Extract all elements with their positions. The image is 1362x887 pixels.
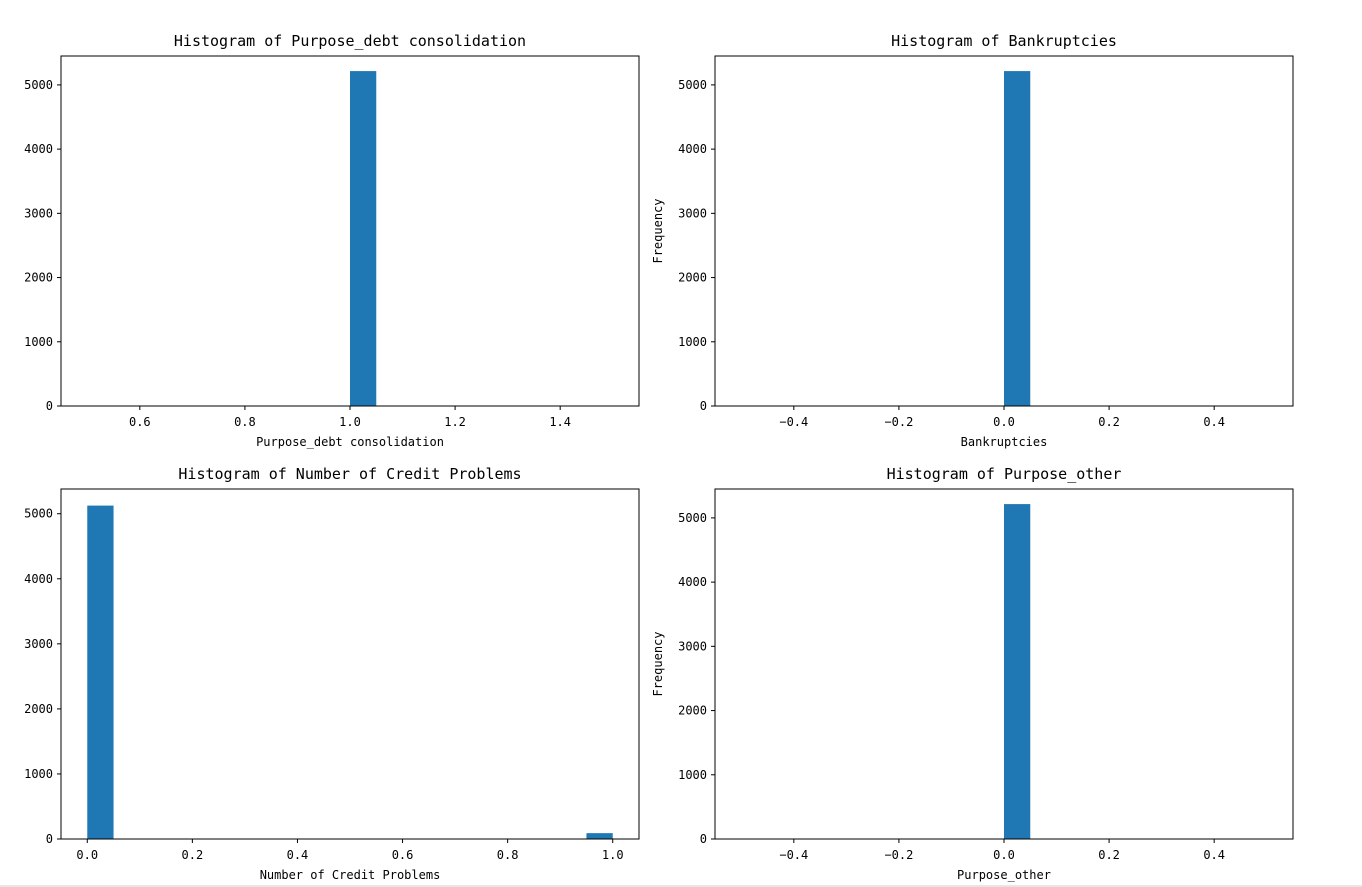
y-tick-label: 2000 [24, 702, 53, 716]
histogram-bar [87, 505, 114, 839]
x-axis-label: Purpose_debt consolidation [256, 435, 444, 449]
y-tick-label: 0 [46, 832, 53, 846]
axes-frame [60, 488, 640, 840]
y-tick-label: 0 [700, 832, 707, 846]
y-axis-label: Frequency [651, 198, 665, 263]
y-tick-label: 3000 [678, 639, 707, 653]
x-tick-label: 0.8 [234, 415, 256, 429]
y-tick-label: 1000 [678, 335, 707, 349]
x-tick-label: 0.6 [392, 848, 414, 862]
y-tick-label: 5000 [678, 511, 707, 525]
x-tick-label: 0.2 [1098, 415, 1120, 429]
x-tick-label: −0.4 [779, 415, 808, 429]
chart-panel-3: 0.0 0.2 0.4 0.6 0.8 1.0 0 1000 2000 3000 4000 5000 H… [24, 465, 640, 882]
x-tick-label: 0.0 [993, 848, 1015, 862]
y-tick-label: 5000 [678, 78, 707, 92]
y-tick-label: 3000 [24, 637, 53, 651]
chart-title: Histogram of Purpose_other [887, 465, 1122, 483]
x-tick-label: −0.2 [884, 848, 913, 862]
x-axis-label: Number of Credit Problems [260, 868, 441, 882]
x-tick-label: 1.0 [339, 415, 361, 429]
x-tick-label: 0.2 [182, 848, 204, 862]
chart-title: Histogram of Purpose_debt consolidation [174, 32, 526, 50]
x-tick-label: 1.2 [444, 415, 466, 429]
histogram-bar [586, 833, 613, 839]
histogram-bar [1004, 504, 1031, 839]
y-tick-label: 2000 [678, 271, 707, 285]
chart-title: Histogram of Bankruptcies [891, 32, 1117, 50]
x-tick-label: −0.4 [779, 848, 808, 862]
x-tick-label: 0.4 [1203, 848, 1225, 862]
x-axis-label: Purpose_other [957, 868, 1051, 882]
chart-panel-4: −0.4 −0.2 0.0 0.2 0.4 0 1000 2000 3000 4000 5000 Hi… [651, 465, 1294, 882]
y-tick-label: 4000 [24, 142, 53, 156]
x-tick-label: 1.4 [549, 415, 571, 429]
y-tick-label: 0 [46, 399, 53, 413]
y-tick-label: 0 [700, 399, 707, 413]
x-tick-label: 0.6 [129, 415, 151, 429]
y-tick-label: 4000 [24, 572, 53, 586]
x-tick-label: 0.4 [287, 848, 309, 862]
y-tick-label: 1000 [24, 335, 53, 349]
x-tick-label: 0.4 [1203, 415, 1225, 429]
chart-panel-1: 0.6 0.8 1.0 1.2 1.4 0 1000 2000 3000 4000 5000 Hist… [24, 32, 640, 449]
x-tick-label: 0.0 [76, 848, 98, 862]
x-tick-label: 0.8 [497, 848, 519, 862]
y-tick-label: 5000 [24, 507, 53, 521]
histogram-bar [350, 71, 377, 407]
y-tick-label: 4000 [678, 575, 707, 589]
x-tick-label: 1.0 [602, 848, 624, 862]
y-tick-label: 1000 [24, 767, 53, 781]
x-axis-label: Bankruptcies [961, 435, 1048, 449]
y-tick-label: 4000 [678, 142, 707, 156]
x-tick-label: 0.0 [993, 415, 1015, 429]
y-tick-label: 2000 [24, 271, 53, 285]
chart-title: Histogram of Number of Credit Problems [178, 465, 521, 483]
histogram-bar [1004, 71, 1031, 407]
bottom-divider [0, 885, 1362, 887]
x-tick-label: 0.2 [1098, 848, 1120, 862]
y-tick-label: 2000 [678, 704, 707, 718]
y-tick-label: 3000 [678, 206, 707, 220]
chart-panel-2: −0.4 −0.2 0.0 0.2 0.4 0 1000 2000 3000 4000 5000 Hi… [651, 32, 1294, 449]
y-tick-label: 1000 [678, 768, 707, 782]
x-tick-label: −0.2 [884, 415, 913, 429]
y-axis-label: Frequency [651, 631, 665, 696]
y-tick-label: 5000 [24, 78, 53, 92]
y-tick-label: 3000 [24, 206, 53, 220]
